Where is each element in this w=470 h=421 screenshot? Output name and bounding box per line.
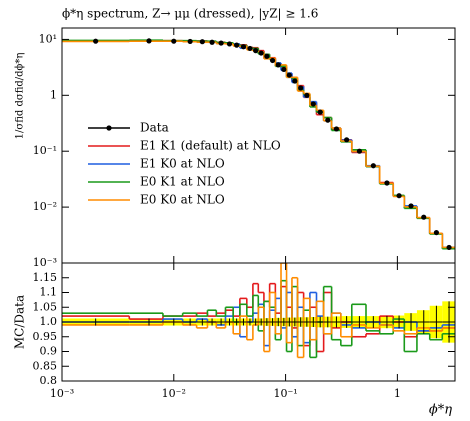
y-tick-label: 0.8: [40, 374, 58, 387]
ratio-frame: [61, 262, 456, 382]
data-point: [226, 41, 233, 47]
data-point: [384, 180, 390, 186]
data-point: [275, 62, 281, 68]
y-tick-label: 0.85: [33, 359, 58, 372]
data-point: [298, 85, 304, 91]
y-axis-label: 1/σfid dσfid/dϕ*η: [15, 53, 26, 140]
data-point: [333, 126, 340, 132]
ratio-axis-label: MC/Data: [13, 295, 27, 349]
y-tick-label: 10⁻¹: [33, 144, 57, 157]
data-point: [304, 92, 310, 98]
y-tick-label: 10⁻²: [33, 200, 57, 213]
x-axis-label: ϕ*η: [429, 403, 452, 418]
legend-label: E1 K0 at NLO: [140, 157, 225, 171]
data-point: [286, 72, 292, 78]
data-point: [325, 117, 331, 123]
y-tick-label: 10¹: [39, 32, 57, 45]
y-tick-label: 1: [50, 88, 57, 101]
data-point: [370, 163, 376, 169]
data-point: [344, 137, 350, 143]
legend-label: E1 K1 (default) at NLO: [140, 139, 281, 153]
y-tick-label: 0.9: [40, 345, 58, 358]
data-point: [247, 45, 253, 52]
data-point: [446, 244, 452, 251]
x-tick-label: 10⁻¹: [273, 387, 297, 400]
data-point: [281, 66, 287, 73]
data-point: [187, 38, 193, 45]
data-point: [234, 42, 240, 48]
data-point: [433, 229, 440, 236]
legend-label: E0 K0 at NLO: [140, 193, 225, 207]
data-point: [396, 193, 402, 199]
data-point: [317, 109, 323, 115]
data-point: [356, 148, 363, 154]
data-point: [240, 44, 247, 50]
data-point: [269, 57, 276, 64]
x-tick-label: 10⁻²: [162, 387, 186, 400]
axes: 10¹ 1 10⁻¹ 10⁻² 10⁻³ Data E1 K1 (default) at N…: [33, 28, 455, 400]
chart-title: ϕ*η spectrum, Z→ μμ (dressed), |yZ| ≥ 1.…: [62, 7, 318, 21]
data-point: [209, 39, 215, 45]
data-point: [264, 53, 270, 59]
data-point: [146, 38, 152, 44]
legend-label: E0 K1 at NLO: [140, 175, 225, 189]
y-tick-label: 0.95: [33, 330, 58, 343]
x-tick-label: 10⁻³: [50, 387, 74, 400]
y-tick-label: 1.15: [33, 271, 58, 284]
y-tick-label: 1.0: [40, 315, 58, 328]
data-point: [292, 78, 298, 84]
legend-label: Data: [140, 121, 169, 135]
data-point: [408, 203, 414, 209]
y-tick-label: 10⁻³: [33, 256, 57, 269]
data-point: [421, 214, 427, 220]
data-point: [171, 38, 177, 44]
data-point: [258, 50, 264, 56]
data-point: [253, 48, 259, 54]
y-tick-label: 1.1: [40, 286, 58, 299]
data-point: [199, 39, 205, 45]
legend-marker: [106, 125, 112, 131]
x-tick-label: 1: [394, 387, 401, 400]
data-point: [93, 38, 99, 44]
y-tick-label: 1.05: [33, 300, 58, 313]
main-plot: [62, 38, 455, 251]
data-point: [218, 40, 224, 46]
data-point: [310, 101, 316, 107]
ratio-plot: [62, 263, 455, 359]
